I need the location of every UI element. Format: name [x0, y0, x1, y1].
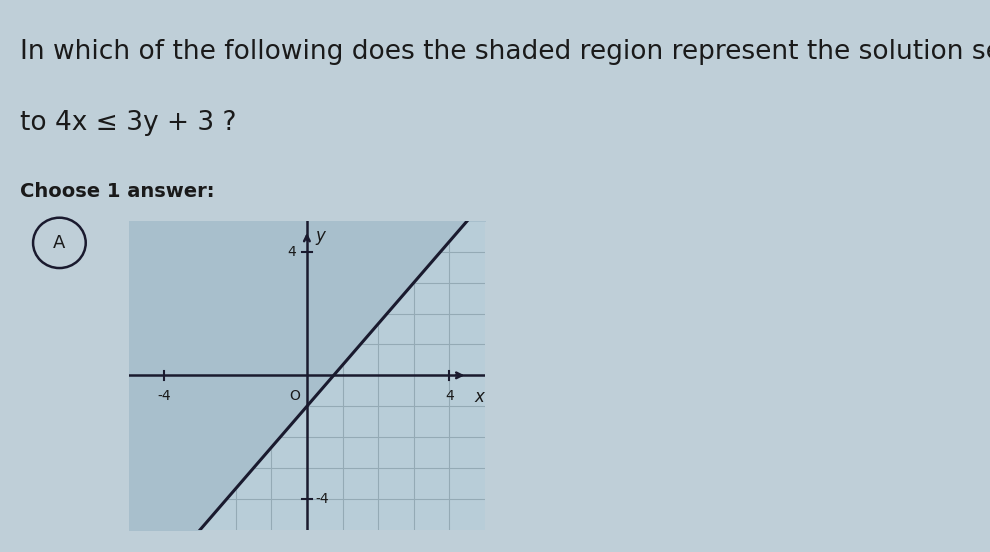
Text: A: A: [53, 234, 65, 252]
Text: to 4x ≤ 3y + 3 ?: to 4x ≤ 3y + 3 ?: [20, 110, 237, 136]
Text: -4: -4: [157, 389, 171, 404]
Text: 4: 4: [446, 389, 453, 404]
Text: Choose 1 answer:: Choose 1 answer:: [20, 182, 214, 201]
Text: In which of the following does the shaded region represent the solution set: In which of the following does the shade…: [20, 39, 990, 65]
Text: y: y: [316, 227, 326, 245]
Text: x: x: [474, 388, 484, 406]
Text: O: O: [289, 389, 300, 404]
Text: 4: 4: [287, 245, 296, 259]
Text: -4: -4: [316, 492, 330, 506]
